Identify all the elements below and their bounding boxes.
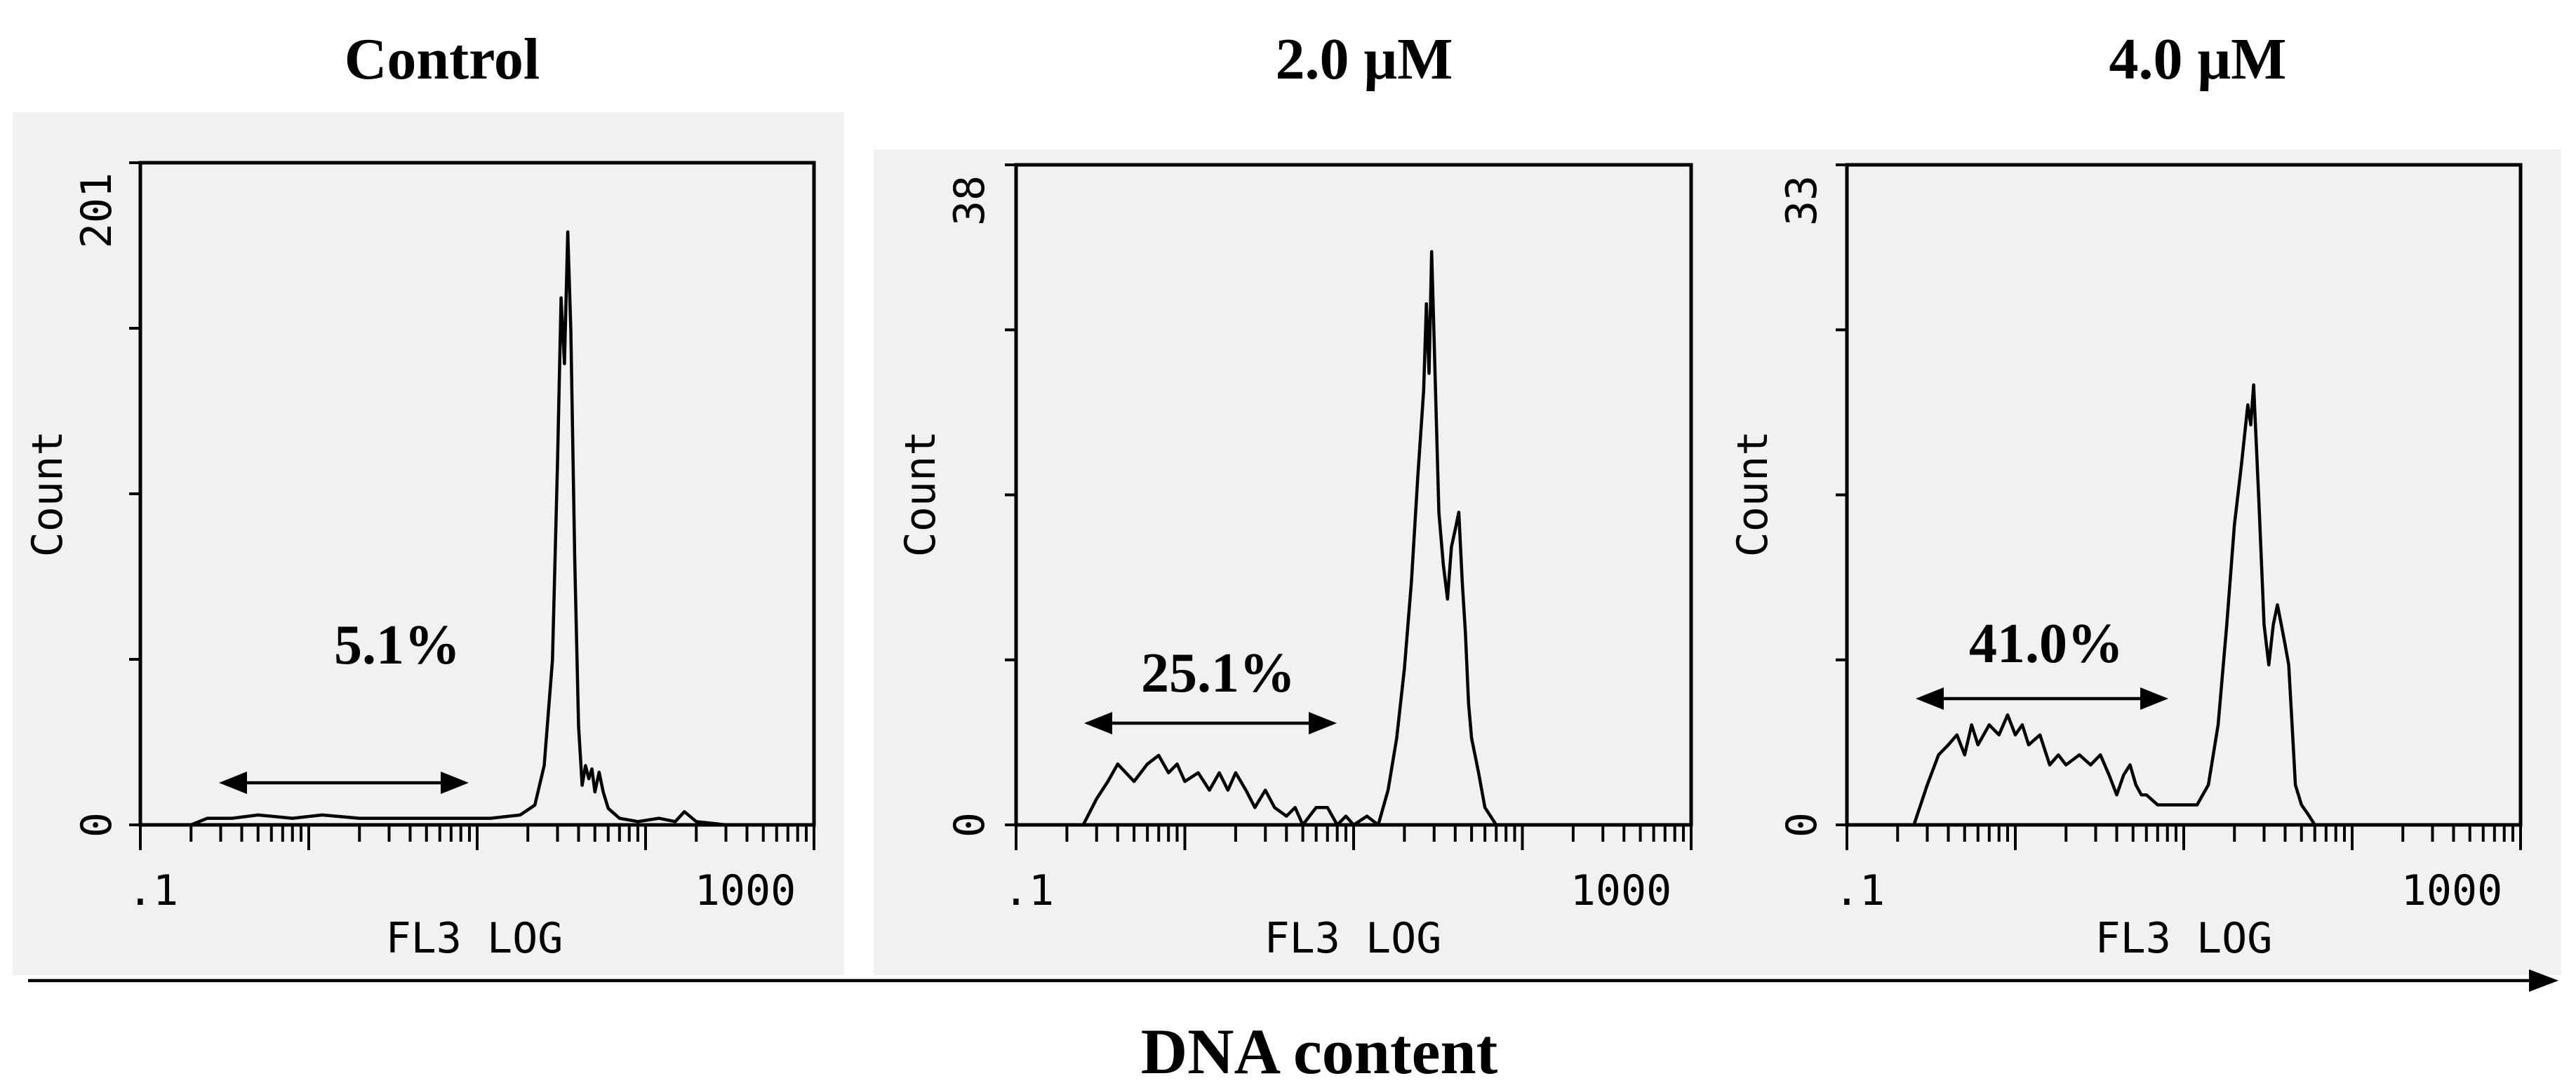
dna-content-axis-arrow [28,969,2558,992]
y-ticks-2um [1005,163,1016,826]
plot-frame-4um [1845,163,2523,827]
panel-title-control: Control [345,27,540,92]
dna-content-axis-label: DNA content [1141,1016,1498,1083]
histogram-panel-control: 201 0 Count .1 1000 FL3 LOG 5.1% [23,161,816,963]
y-tick-label-max-4um: 33 [1777,175,1827,226]
x-tick-label-min-4um: .1 [1834,866,1885,915]
histogram-panel-4um: 33 0 Count .1 1000 FL3 LOG 41.0% [1728,163,2523,963]
x-ticks-control [139,825,815,850]
x-tick-label-min-2um: .1 [1003,866,1054,915]
sub-g1-range-arrow-control [219,772,469,794]
annotation-percent-2um: 25.1% [1141,643,1295,704]
annotation-percent-4um: 41.0% [1969,613,2123,675]
x-ticks-4um [1846,825,2522,850]
y-axis-label-2um: Count [896,431,945,558]
x-tick-label-max-4um: 1000 [2401,866,2503,915]
x-ticks-2um [1015,825,1693,850]
histogram-trace-4um [1847,383,2521,827]
x-axis-label-4um: FL3 LOG [2095,914,2273,963]
histogram-trace-2um [1016,250,1691,827]
histogram-trace-control [140,230,814,827]
x-tick-label-max-control: 1000 [695,866,796,915]
y-tick-label-zero-control: 0 [72,812,121,838]
x-axis-label-control: FL3 LOG [386,914,563,963]
x-tick-label-max-2um: 1000 [1570,866,1672,915]
x-axis-label-2um: FL3 LOG [1264,914,1442,963]
y-tick-label-max-2um: 38 [945,175,994,226]
y-ticks-control [129,161,140,826]
y-tick-label-max-control: 201 [72,173,121,248]
plot-frame-control [138,161,816,827]
panel-title-4um: 4.0 μM [2109,27,2287,92]
sub-g1-range-arrow-4um [1916,687,2168,710]
y-tick-label-zero-4um: 0 [1777,812,1827,838]
sub-g1-range-arrow-2um [1084,712,1337,734]
y-ticks-4um [1836,163,1847,826]
y-axis-label-4um: Count [1728,431,1777,558]
plot-frame-2um [1014,163,1693,827]
y-tick-label-zero-2um: 0 [945,812,994,838]
annotation-percent-control: 5.1% [334,614,460,676]
histogram-panel-2um: 38 0 Count .1 1000 FL3 LOG 25.1% [896,163,1693,963]
y-axis-label-control: Count [23,431,72,558]
panel-title-2um: 2.0 μM [1276,27,1453,92]
x-tick-label-min-control: .1 [128,866,178,915]
